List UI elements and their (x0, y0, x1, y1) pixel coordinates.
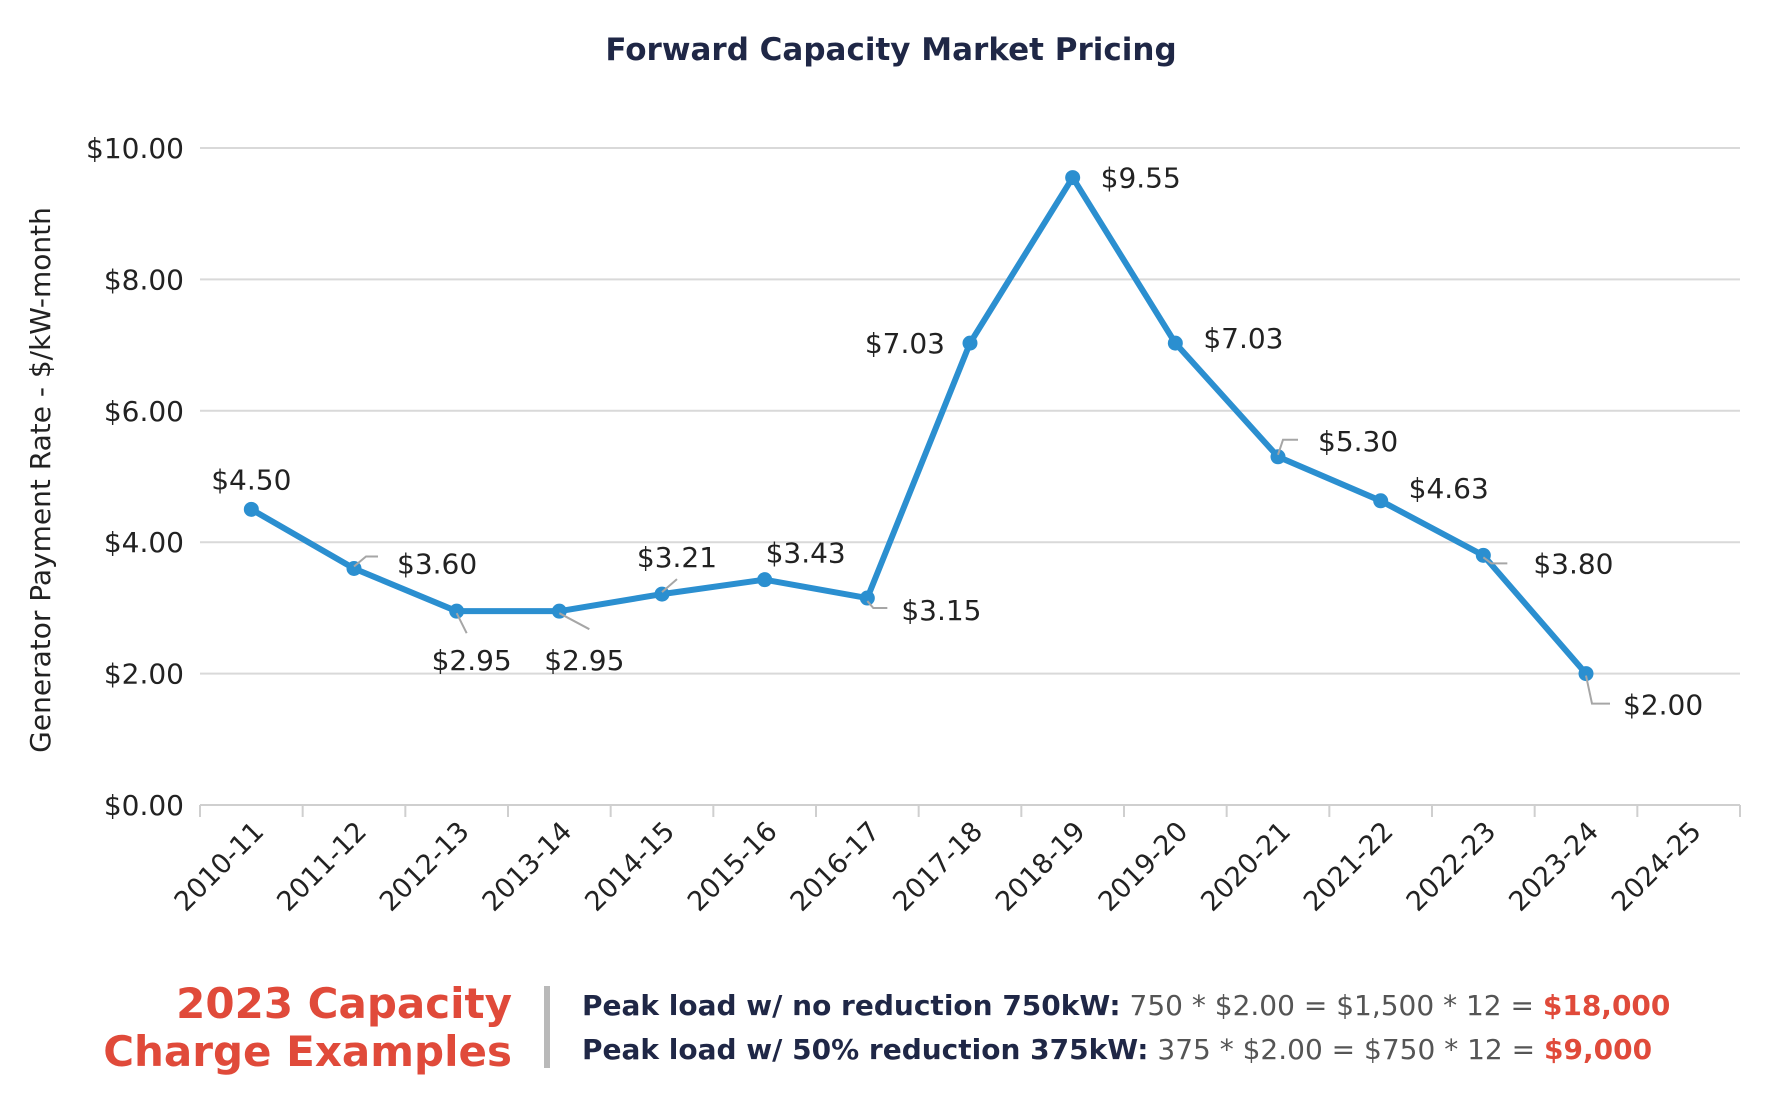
y-tick-label: $0.00 (104, 789, 184, 822)
data-label: $2.95 (432, 644, 512, 677)
y-tick-labels: $0.00 $2.00 $4.00 $6.00 $8.00 $10.00 (86, 132, 184, 822)
x-tick-label: 2019-20 (1093, 816, 1195, 918)
data-label: $5.30 (1318, 425, 1398, 458)
x-tick-label: 2023-24 (1503, 816, 1605, 918)
y-tick-label: $6.00 (104, 395, 184, 428)
series-line (248, 174, 1589, 677)
x-tick-label: 2010-11 (169, 816, 271, 918)
data-label-leader (1482, 556, 1508, 565)
data-label-leader (455, 612, 468, 634)
data-label-leader (1585, 675, 1610, 705)
data-point (449, 603, 465, 619)
data-point (243, 501, 259, 517)
examples-title: 2023 Capacity Charge Examples (103, 980, 512, 1076)
example1-result: $18,000 (1542, 989, 1671, 1022)
data-point (1578, 666, 1594, 682)
data-label: $2.95 (544, 644, 624, 677)
example2-result: $9,000 (1544, 1033, 1653, 1066)
data-point (1270, 449, 1286, 465)
example2-label: Peak load w/ 50% reduction 375kW: (582, 1033, 1149, 1066)
x-tick-labels: 2010-11 2011-12 2012-13 2013-14 2014-15 2015-… (169, 816, 1708, 918)
data-label: $3.80 (1533, 547, 1613, 580)
data-point (962, 335, 978, 351)
example-line-50-reduction: Peak load w/ 50% reduction 375kW: 375 * … (582, 1028, 1670, 1072)
capacity-examples: 2023 Capacity Charge Examples Peak load … (0, 960, 1766, 1080)
y-tick-label: $4.00 (104, 526, 184, 559)
data-point (1167, 335, 1183, 351)
x-tick-label: 2018-19 (990, 816, 1092, 918)
data-label-leader (661, 578, 678, 593)
data-point (859, 590, 875, 606)
data-label: $3.21 (637, 541, 717, 574)
example-line-no-reduction: Peak load w/ no reduction 750kW: 750 * $… (582, 984, 1670, 1028)
examples-title-line1: 2023 Capacity (176, 979, 512, 1028)
data-point (1373, 493, 1389, 509)
y-tick-label: $10.00 (86, 132, 184, 165)
y-axis-label: Generator Payment Rate - $/kW-month (24, 207, 57, 753)
x-tick-label: 2020-21 (1195, 816, 1297, 918)
data-series (243, 170, 1594, 682)
data-label: $3.60 (397, 547, 477, 580)
x-tick-label: 2014-15 (579, 816, 681, 918)
data-point (346, 560, 362, 576)
data-labels: $4.50 $3.60 $2.95 $2.95 $3.21 $3.43 $3.15 $7.03… (211, 162, 1703, 722)
data-label: $3.43 (766, 537, 846, 570)
data-label: $4.50 (211, 463, 291, 496)
x-tick-label: 2017-18 (887, 816, 989, 918)
examples-lines: Peak load w/ no reduction 750kW: 750 * $… (582, 984, 1670, 1072)
x-tick-label: 2015-16 (682, 816, 784, 918)
example2-calc: 375 * $2.00 = $750 * 12 = (1157, 1033, 1544, 1066)
data-point (654, 586, 670, 602)
grid-lines (199, 147, 1741, 817)
y-tick-label: $8.00 (104, 263, 184, 296)
data-label: $7.03 (1203, 322, 1283, 355)
data-label: $3.15 (901, 594, 981, 627)
examples-title-line2: Charge Examples (103, 1027, 512, 1076)
x-tick-label: 2012-13 (374, 816, 476, 918)
x-tick-label: 2011-12 (271, 816, 373, 918)
data-label: $7.03 (865, 327, 945, 360)
data-point (1065, 170, 1081, 186)
data-label: $9.55 (1101, 162, 1181, 195)
x-tick-label: 2024-25 (1606, 816, 1708, 918)
data-label: $2.00 (1623, 689, 1703, 722)
data-label-leader (558, 612, 590, 631)
x-tick-label: 2021-22 (1298, 816, 1400, 918)
data-label-leader (866, 600, 888, 610)
y-tick-label: $2.00 (104, 658, 184, 691)
data-point (757, 572, 773, 588)
chart: Forward Capacity Market Pricing Generato… (24, 32, 1741, 918)
examples-divider (544, 986, 550, 1068)
example1-calc: 750 * $2.00 = $1,500 * 12 = (1129, 989, 1543, 1022)
x-tick-label: 2016-17 (785, 816, 887, 918)
data-label: $4.63 (1409, 472, 1489, 505)
data-label-leader (353, 555, 378, 568)
example1-label: Peak load w/ no reduction 750kW: (582, 989, 1121, 1022)
x-tick-label: 2013-14 (477, 816, 579, 918)
chart-title: Forward Capacity Market Pricing (605, 32, 1176, 68)
x-tick-label: 2022-23 (1401, 816, 1503, 918)
data-label-leader (1277, 438, 1298, 456)
